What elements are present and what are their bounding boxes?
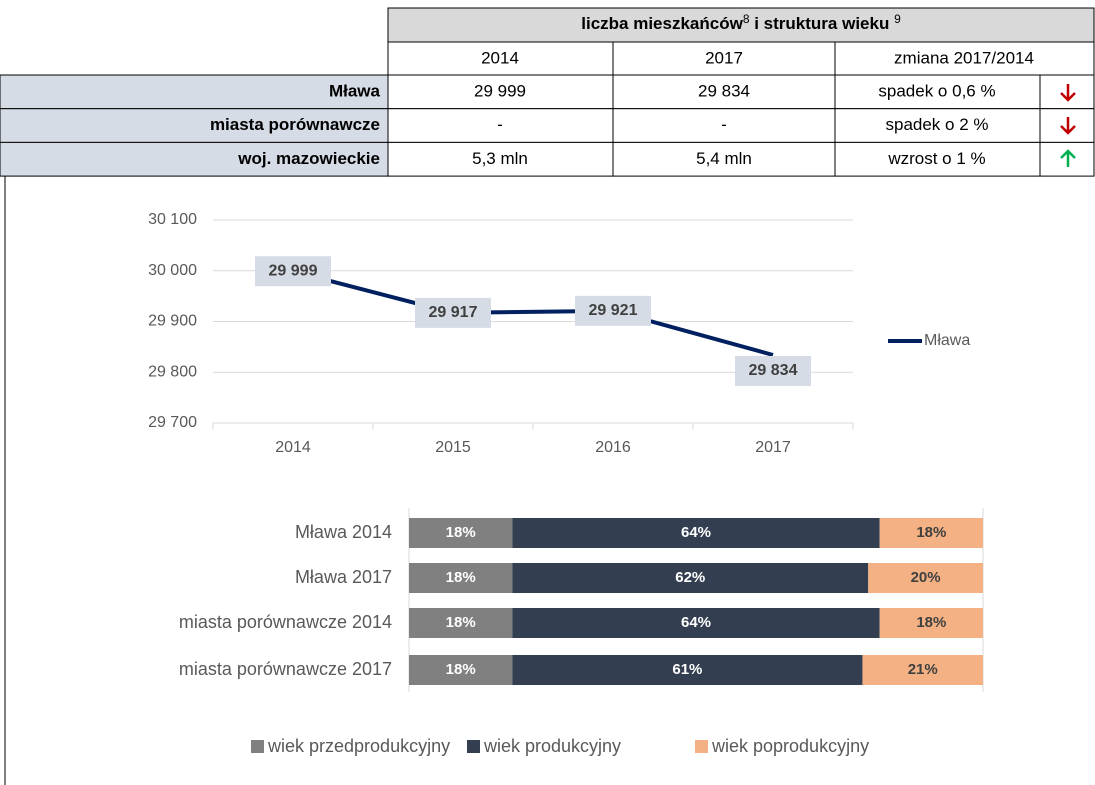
data-label: 18% [916, 614, 946, 631]
cell [834, 141, 1041, 177]
bar-segment [409, 563, 513, 593]
data-label: 29 834 [749, 362, 798, 379]
bar-segment [862, 655, 983, 685]
cell [0, 74, 389, 110]
y-tick-label: 30 000 [148, 262, 197, 279]
arrow-down [1060, 117, 1076, 135]
legend-swatch [467, 740, 480, 753]
legend-label: Mława [924, 332, 970, 349]
data-label-box [415, 297, 491, 328]
data-label: 18% [446, 614, 476, 631]
bar-segment [512, 518, 880, 548]
row-label: Mława [329, 81, 381, 100]
table: Mława 29 999 29 834 spadek o 0,6 % miasta po… [0, 7, 1095, 177]
bar-segment [512, 655, 863, 685]
footnote: 9 [894, 12, 901, 26]
data-label: 21% [908, 661, 938, 678]
cell [612, 41, 836, 76]
data-label: 18% [916, 524, 946, 541]
bar-segment [409, 518, 513, 548]
cell-text: wzrost o 1 % [887, 149, 985, 168]
header-cell [387, 7, 1095, 43]
data-label: 64% [681, 614, 711, 631]
category-label: Mława 2014 [295, 522, 392, 542]
bar-segment [879, 608, 983, 638]
row-label: woj. mazowieckie [237, 149, 380, 168]
data-label: 29 917 [429, 304, 478, 321]
data-label-box [735, 355, 811, 386]
data-label: 18% [446, 661, 476, 678]
bar-segment [879, 518, 983, 548]
cell [387, 41, 614, 76]
data-label: 29 999 [269, 262, 318, 279]
column-header: zmiana 2017/2014 [894, 48, 1034, 67]
cell [387, 74, 614, 110]
data-label: 62% [675, 569, 705, 586]
cell-text: 29 999 [474, 81, 526, 100]
bar-segment [409, 655, 513, 685]
column-header: 2014 [481, 48, 519, 67]
line [292, 269, 774, 357]
x-tick-label: 2016 [595, 439, 631, 456]
cell-text: - [721, 115, 727, 134]
y-tick-label: 30 100 [148, 211, 197, 228]
y-tick-label: 29 800 [148, 363, 197, 380]
cell-text: spadek o 0,6 % [878, 81, 995, 100]
cell [834, 41, 1095, 76]
category-label: miasta porównawcze 2014 [179, 612, 392, 632]
legend-label: wiek przedprodukcyjny [267, 736, 450, 756]
bar-segment [512, 608, 880, 638]
cell [612, 74, 836, 110]
cell [0, 108, 389, 143]
table-title: liczba mieszkańców8 i struktura wieku 9 [581, 12, 901, 33]
legend-swatch [251, 740, 264, 753]
legend-label: wiek poprodukcyjny [711, 736, 869, 756]
line-chart: 29 700 29 800 29 900 30 000 30 100 2014 2015 20… [148, 211, 970, 456]
data-label: 29 921 [589, 302, 638, 319]
bar-segment [868, 563, 983, 593]
bar-chart: Mława 2014 18% 64% 18% Mława 2017 18% 62% 20% mi… [179, 508, 984, 756]
cell-text: 29 834 [698, 81, 750, 100]
column-header: 2017 [705, 48, 743, 67]
legend-swatch [695, 740, 708, 753]
data-label-box [575, 295, 651, 326]
cell-text: 5,3 mln [472, 149, 528, 168]
x-tick-label: 2017 [755, 439, 791, 456]
x-tick-label: 2015 [435, 439, 471, 456]
data-label: 18% [446, 569, 476, 586]
cell-text: - [497, 115, 503, 134]
arrow-down [1060, 84, 1076, 102]
bar-segment [512, 563, 869, 593]
category-label: Mława 2017 [295, 567, 392, 587]
data-label: 64% [681, 524, 711, 541]
data-label: 61% [672, 661, 702, 678]
row-label: miasta porównawcze [210, 115, 380, 134]
title-part: i struktura wieku [750, 14, 895, 33]
category-label: miasta porównawcze 2017 [179, 659, 392, 679]
x-tick-label: 2014 [275, 439, 311, 456]
title-part: liczba mieszkańców [581, 14, 743, 33]
cell-text: spadek o 2 % [885, 115, 988, 134]
footnote: 8 [743, 12, 750, 26]
cell [612, 141, 836, 177]
data-label: 20% [911, 569, 941, 586]
bar-segment [409, 608, 513, 638]
y-tick-label: 29 700 [148, 414, 197, 431]
arrow-up [1060, 149, 1076, 167]
data-label-box [255, 256, 331, 287]
cell [834, 108, 1041, 143]
legend-label: wiek produkcyjny [483, 736, 621, 756]
trend-arrows [1060, 84, 1076, 167]
data-label: 18% [446, 524, 476, 541]
y-tick-label: 29 900 [148, 313, 197, 330]
cell-text: 5,4 mln [696, 149, 752, 168]
cell [387, 141, 614, 177]
